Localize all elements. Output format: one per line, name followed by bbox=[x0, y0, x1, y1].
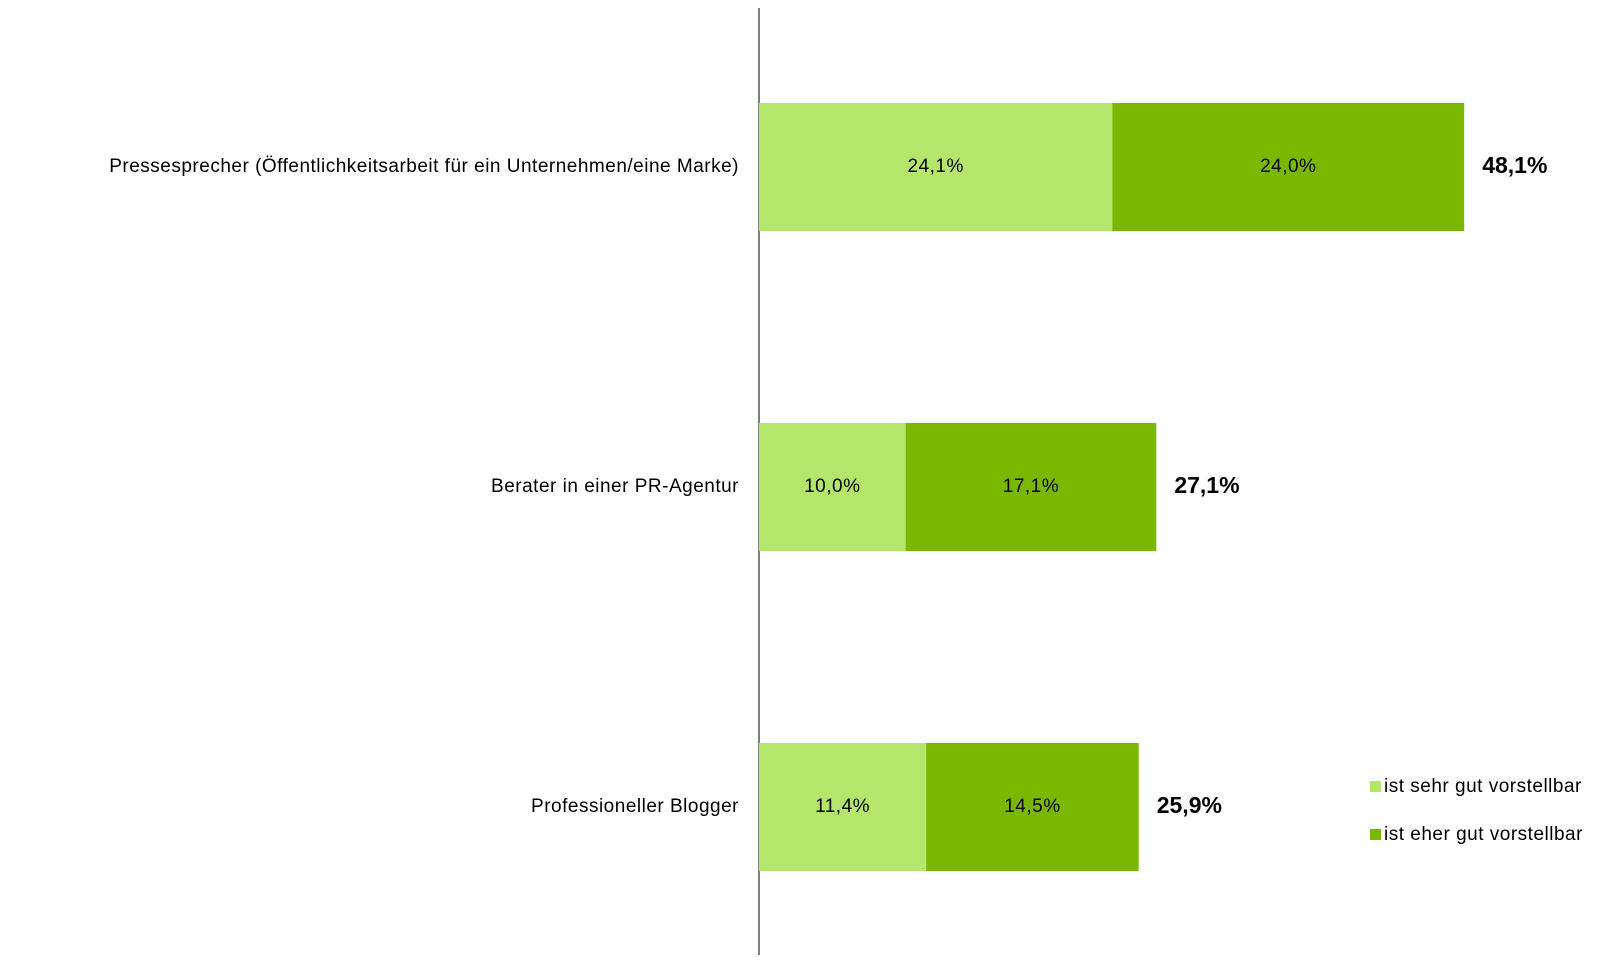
category-label: Berater in einer PR-Agentur bbox=[491, 476, 739, 497]
legend-swatch bbox=[1370, 829, 1381, 840]
total-label: 25,9% bbox=[1157, 792, 1222, 818]
bar-segment bbox=[759, 103, 1113, 231]
value-label: 14,5% bbox=[1004, 796, 1060, 817]
value-label: 10,0% bbox=[804, 476, 860, 497]
bar-segment bbox=[905, 423, 1157, 551]
bar-segment bbox=[759, 743, 927, 871]
value-label: 17,1% bbox=[1003, 476, 1059, 497]
legend-label: ist eher gut vorstellbar bbox=[1384, 824, 1583, 845]
legend-swatch bbox=[1370, 781, 1381, 792]
value-label: 24,1% bbox=[907, 156, 963, 177]
legend-label: ist sehr gut vorstellbar bbox=[1384, 776, 1582, 797]
value-label: 24,0% bbox=[1260, 156, 1316, 177]
category-label: Professioneller Blogger bbox=[531, 796, 739, 817]
total-label: 48,1% bbox=[1482, 152, 1547, 178]
bar-segment bbox=[1112, 103, 1465, 231]
value-label: 11,4% bbox=[815, 796, 870, 817]
bar-segment bbox=[926, 743, 1139, 871]
bar-segment bbox=[759, 423, 906, 551]
category-label: Pressesprecher (Öffentlichkeitsarbeit fü… bbox=[109, 156, 739, 177]
total-label: 27,1% bbox=[1174, 472, 1239, 498]
